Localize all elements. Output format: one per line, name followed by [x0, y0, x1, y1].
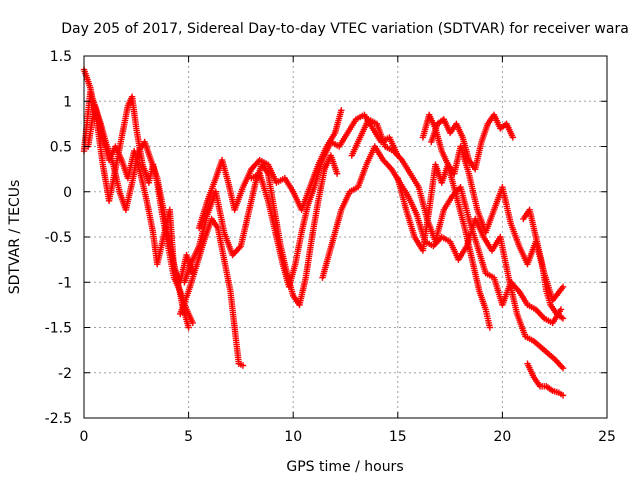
data-point: [557, 306, 565, 313]
data-point: [338, 107, 345, 114]
series-track-13: [520, 206, 567, 322]
series-track-14: [524, 360, 567, 399]
y-tick-label: 0.5: [50, 140, 72, 156]
y-axis-title: SDTVAR / TECUs: [7, 180, 23, 295]
data-point: [559, 283, 567, 290]
y-tick-label: -1.5: [45, 321, 72, 337]
x-tick-label: 5: [184, 429, 193, 445]
y-tick-label: -2.5: [45, 411, 72, 427]
y-tick-label: 0: [63, 185, 72, 201]
series-track-6: [195, 107, 345, 232]
series-track-4: [177, 215, 247, 369]
axis-ticks: 0 5 10 15 20 25 1.5 1 0.5 0 -0.5 -1 -1.5 -2 -2.5: [45, 49, 616, 445]
series-track-3: [84, 102, 192, 331]
series-track-9: [348, 116, 565, 327]
y-tick-label: 1.5: [50, 49, 72, 65]
series-track-7: [248, 111, 401, 290]
data-point: [559, 315, 567, 322]
x-tick-label: 10: [284, 429, 302, 445]
y-tick-label: -2: [58, 366, 72, 382]
data-points: [80, 66, 567, 399]
y-tick-label: -1: [58, 275, 72, 291]
data-point: [185, 324, 192, 331]
grid: [84, 56, 607, 418]
data-point: [486, 324, 494, 331]
x-tick-label: 15: [389, 429, 407, 445]
chart-title: Day 205 of 2017, Sidereal Day-to-day VTE…: [61, 21, 629, 37]
data-point: [333, 170, 341, 177]
x-axis-title: GPS time / hours: [286, 459, 403, 475]
data-point: [559, 365, 567, 372]
x-tick-label: 0: [80, 429, 89, 445]
data-point: [509, 134, 517, 141]
series-track-12: [419, 111, 494, 331]
data-point: [239, 362, 247, 369]
x-tick-label: 25: [598, 429, 616, 445]
y-tick-label: -0.5: [45, 230, 72, 246]
x-tick-label: 20: [493, 429, 511, 445]
data-point: [559, 392, 567, 399]
series-track-5: [181, 152, 341, 309]
y-tick-label: 1: [63, 94, 72, 110]
